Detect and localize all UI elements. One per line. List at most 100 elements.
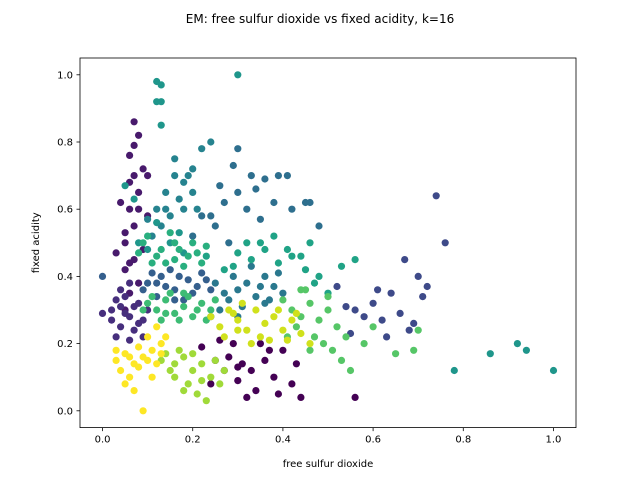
data-point (279, 346, 287, 354)
data-point (301, 266, 310, 274)
data-point (157, 272, 165, 280)
data-point (135, 343, 143, 351)
data-point (229, 340, 237, 348)
data-point (135, 319, 143, 327)
data-point (279, 289, 287, 297)
data-point (162, 333, 170, 341)
data-point (144, 279, 152, 287)
data-point (279, 296, 287, 304)
data-point (292, 323, 300, 331)
data-point (153, 306, 161, 314)
data-point (297, 252, 305, 260)
cluster-9 (202, 232, 359, 297)
data-point (234, 363, 242, 371)
data-point (144, 232, 152, 240)
data-point (315, 222, 323, 230)
data-point (126, 151, 134, 159)
data-point (198, 212, 206, 220)
data-point (513, 340, 522, 348)
data-point (261, 299, 269, 307)
data-point (180, 262, 188, 270)
data-point (180, 289, 188, 297)
data-point (153, 205, 161, 213)
data-point (189, 232, 197, 240)
chart-title: EM: free sulfur dioxide vs fixed acidity… (186, 12, 454, 26)
data-point (207, 138, 215, 146)
data-point (319, 340, 328, 348)
data-point (175, 245, 183, 254)
data-point (207, 286, 215, 294)
data-point (153, 360, 161, 368)
data-point (144, 299, 152, 307)
data-point (234, 326, 242, 334)
data-point (157, 98, 165, 106)
data-point (283, 172, 291, 180)
data-point (139, 239, 147, 247)
x-tick-label: 0.2 (185, 435, 201, 446)
data-point (166, 289, 174, 297)
data-point (184, 172, 192, 180)
data-point (292, 360, 300, 368)
data-point (121, 182, 129, 190)
data-point (310, 279, 319, 287)
data-point (252, 293, 260, 301)
data-point (419, 293, 427, 301)
cluster-1 (112, 118, 152, 314)
data-point (234, 316, 242, 324)
data-point (130, 222, 138, 230)
data-point (184, 252, 192, 260)
data-point (410, 346, 418, 354)
data-point (130, 172, 138, 180)
data-point (171, 239, 179, 247)
data-point (360, 313, 368, 321)
data-point (351, 306, 359, 314)
data-point (211, 222, 219, 230)
data-point (423, 282, 431, 291)
data-point (274, 390, 282, 398)
y-axis: 0.0 0.2 0.4 0.6 0.8 1.0 (57, 70, 80, 417)
data-point (175, 316, 183, 324)
data-point (229, 262, 237, 270)
data-point (297, 286, 305, 294)
cluster-11 (139, 289, 219, 324)
data-point (157, 245, 165, 254)
data-point (139, 165, 147, 173)
data-point (198, 377, 206, 385)
data-point (211, 279, 219, 287)
data-point (216, 306, 224, 314)
data-point (175, 346, 183, 354)
data-point (351, 256, 359, 264)
cluster-15 (112, 323, 170, 415)
cluster-10 (135, 229, 210, 270)
data-point (288, 252, 296, 260)
data-point (198, 269, 206, 277)
data-point (229, 272, 237, 280)
cluster-2 (98, 279, 152, 344)
data-point (374, 286, 382, 294)
data-point (243, 326, 251, 334)
data-point (202, 276, 210, 284)
data-point (162, 259, 170, 267)
data-point (162, 309, 170, 317)
data-point (121, 266, 129, 274)
data-point (261, 175, 269, 183)
data-point (274, 259, 282, 267)
data-point (333, 323, 341, 331)
data-point (383, 333, 391, 341)
data-point (256, 239, 264, 247)
data-point (117, 366, 125, 375)
data-point (153, 323, 161, 331)
data-point (175, 272, 183, 280)
data-point (410, 319, 418, 327)
data-point (401, 256, 409, 264)
data-point (166, 229, 174, 237)
data-point (135, 188, 143, 196)
data-point (148, 259, 156, 267)
cluster-7 (144, 138, 215, 240)
data-point (126, 373, 134, 381)
data-point (207, 212, 215, 220)
data-point (112, 296, 120, 304)
data-point (108, 316, 116, 324)
data-point (198, 145, 206, 153)
